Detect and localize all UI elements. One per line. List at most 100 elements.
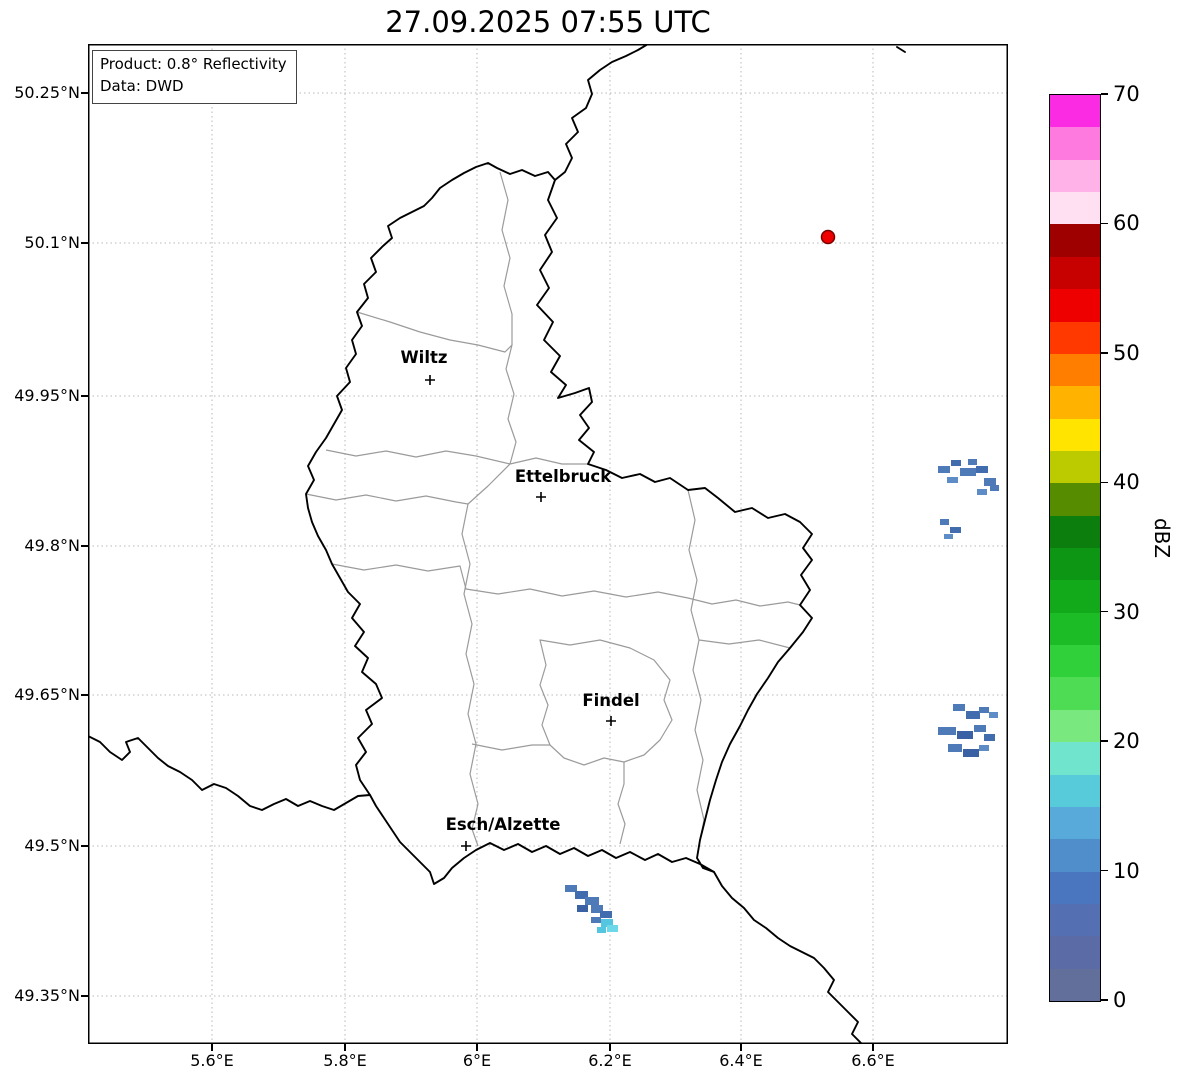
latitude-tick-label: 49.35°N [14,986,80,1005]
district-border-path [461,463,511,847]
france-belgium-border [88,735,371,811]
district-border-path [505,344,517,465]
latitude-tick-label: 50.1°N [24,233,80,252]
map-frame [88,44,1008,1044]
radar-site-dot [820,229,836,245]
latitude-tick-mark [81,92,88,94]
district-border-path [356,311,513,353]
radar-echo [968,459,977,465]
radar-echo [577,905,588,912]
radar-echo [984,478,996,486]
colorbar-segment [1050,192,1100,225]
longitude-tick-label: 6°E [462,1051,492,1070]
colorbar-segment [1050,936,1100,969]
district-border-path [471,743,550,751]
city-labels: Wiltz Ettelbruck Findel Esch/Alzette [400,348,640,851]
longitude-tick-mark [609,1044,611,1051]
longitude-tick-label: 6.6°E [851,1051,895,1070]
colorbar-segment [1050,677,1100,710]
radar-echo [974,725,986,732]
colorbar-tick-mark [1101,93,1108,95]
district-border-path [698,639,791,649]
map-panel: Wiltz Ettelbruck Findel Esch/Alzette Produc… [88,44,1008,1044]
radar-echo [565,885,577,892]
colorbar-segment [1050,224,1100,257]
colorbar-tick-label: 0 [1113,988,1127,1012]
colorbar-segment [1050,483,1100,516]
radar-echo [966,711,980,719]
luxembourg-border [305,162,813,885]
colorbar-segment [1050,580,1100,613]
colorbar-segment [1050,806,1100,840]
district-border-path [499,171,513,345]
longitude-tick-mark [740,1044,742,1051]
colorbar-segment [1050,321,1100,354]
radar-echo [938,727,956,735]
colorbar-segment [1050,645,1100,678]
radar-echo [585,897,599,905]
radar-echo [940,519,949,525]
district-borders [305,171,801,847]
colorbar-tick-mark [1101,610,1108,613]
radar-echo [979,745,989,751]
district-border-path [509,457,588,465]
belgium-germany-border [554,44,649,181]
colorbar-segment [1050,871,1100,904]
latitude-tick-mark [81,242,88,244]
figure-title: 27.09.2025 07:55 UTC [385,5,711,39]
radar-echo [575,891,588,899]
latitude-tick-mark [81,845,88,847]
country-borders [88,44,906,1044]
colorbar-segment [1050,256,1100,290]
colorbar-tick-label: 70 [1113,82,1140,106]
radar-echo [951,460,961,466]
colorbar-segment [1050,548,1100,581]
radar-echo [607,925,618,932]
radar-echo [947,477,958,483]
germany-france-border [713,871,863,1044]
colorbar-tick-label: 10 [1113,858,1140,883]
latitude-tick-label: 49.95°N [14,386,80,405]
colorbar-segment [1050,159,1100,193]
colorbar-segment [1050,95,1100,128]
radar-echo [944,534,953,539]
radar-echo [600,911,612,918]
longitude-tick-mark [476,1044,478,1051]
colorbar-segment [1050,612,1100,646]
city-plus-marker [461,841,471,851]
radar-echo [963,749,979,757]
colorbar-segment [1050,968,1100,1002]
latitude-tick-mark [81,694,88,696]
district-border-path [539,639,673,766]
map-canvas: Wiltz Ettelbruck Findel Esch/Alzette [88,44,1008,1044]
info-box: Product: 0.8° Reflectivity Data: DWD [92,50,297,104]
longitude-tick-mark [211,1044,213,1051]
longitude-tick-label: 6.2°E [588,1051,632,1070]
colorbar-tick-label: 50 [1113,340,1140,365]
colorbar-unit-label: dBZ [1150,517,1174,559]
radar-echo [979,707,989,713]
colorbar-segment [1050,709,1100,743]
city-label: Findel [582,691,639,710]
latitude-tick-mark [81,995,88,997]
colorbar-segment [1050,742,1100,775]
radar-echo [597,927,606,933]
info-data-source-line: Data: DWD [100,76,184,95]
radar-echo [984,734,995,741]
district-border-path [331,563,801,607]
longitude-tick-label: 5.8°E [323,1051,367,1070]
latitude-tick-mark [81,545,88,547]
colorbar-segment [1050,418,1100,451]
colorbar-segment [1050,515,1100,549]
radar-echo [950,527,961,533]
longitude-tick-mark [872,1044,874,1051]
radar-echo [957,731,973,739]
radar-echo [953,704,965,711]
colorbar [1049,94,1101,1002]
colorbar-tick-mark [1101,999,1108,1001]
colorbar-tick-mark [1101,869,1108,872]
colorbar-segment [1050,903,1100,937]
latitude-tick-mark [81,395,88,397]
radar-echo [976,466,988,473]
